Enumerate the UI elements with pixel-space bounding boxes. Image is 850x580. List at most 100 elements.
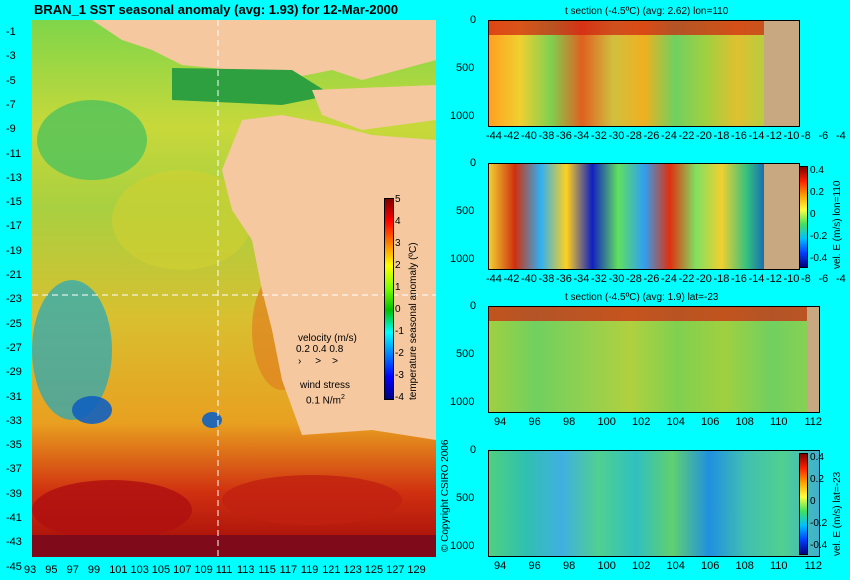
section-colorbar <box>799 453 808 555</box>
section-x-tick: -34 <box>573 130 590 142</box>
section-x-tick: -16 <box>731 273 747 285</box>
lat-tick: -27 <box>6 341 22 354</box>
section-x-tick: -20 <box>696 273 712 285</box>
section-y-tick: 1000 <box>450 253 475 265</box>
lon-tick: 101 <box>109 564 128 576</box>
lon-tick: 127 <box>386 564 405 576</box>
lon-tick: 121 <box>322 564 341 576</box>
lat-tick: -3 <box>6 50 16 63</box>
section-x-tick: -32 <box>591 130 607 142</box>
section-x-tick: -4 <box>836 130 846 142</box>
section-plot <box>488 450 820 557</box>
section-x-tick: -4 <box>836 273 846 285</box>
section-x-tick: -22 <box>678 273 695 285</box>
colorbar-tick: -4 <box>395 392 404 403</box>
lon-tick: 113 <box>237 564 255 576</box>
colorbar-tick: 0 <box>395 304 401 315</box>
section-x-tick: -30 <box>608 130 625 142</box>
section-x-tick: -40 <box>521 130 537 142</box>
section-x-tick: 112 <box>804 416 823 428</box>
section-x-tick: 104 <box>666 560 685 572</box>
wind-stress-label: wind stress <box>300 380 351 391</box>
section-y-tick: 0 <box>470 444 477 456</box>
section-y-tick: 1000 <box>450 396 475 408</box>
lon-tick: 129 <box>407 564 426 576</box>
lon-tick: 109 <box>194 564 213 576</box>
section-title: t section (-4.5ºC) (avg: 1.9) lat=-23 <box>565 292 719 303</box>
lon-tick: 119 <box>300 564 319 576</box>
section-x-tick: 104 <box>666 416 685 428</box>
section-x-tick: -28 <box>626 273 642 285</box>
section-x-tick: -34 <box>573 273 590 285</box>
section-colorbar-tick: 0.2 <box>810 187 824 198</box>
section-x-tick: -12 <box>766 130 782 142</box>
section-x-tick: 94 <box>494 560 507 572</box>
lon-tick: 95 <box>45 564 58 576</box>
lon-tick: 97 <box>66 564 79 576</box>
section-x-tick: -18 <box>713 130 730 142</box>
section-plot <box>488 20 800 127</box>
lat-tick: -9 <box>6 123 16 136</box>
section-x-tick: 106 <box>701 560 720 572</box>
section-x-tick: -10 <box>783 273 800 285</box>
section-colorbar-tick: -0.2 <box>810 518 828 529</box>
section-colorbar-label: vel. E (m/s) lon=110 <box>832 180 843 269</box>
section-x-tick: 106 <box>701 416 720 428</box>
section-colorbar-tick: -0.2 <box>810 231 828 242</box>
lat-tick: -25 <box>6 317 22 330</box>
section-plot <box>488 163 800 270</box>
colorbar-tick: 2 <box>395 260 401 271</box>
section-x-tick: 100 <box>597 416 616 428</box>
section-colorbar-tick: 0 <box>810 496 816 507</box>
section-x-tick: -28 <box>626 130 642 142</box>
land-mask <box>764 164 799 269</box>
lat-tick: -37 <box>6 463 22 476</box>
section-x-tick: 102 <box>632 560 651 572</box>
section-x-tick: -30 <box>608 273 625 285</box>
lat-tick: -45 <box>6 560 22 573</box>
lat-tick: -39 <box>6 487 22 500</box>
section-y-tick: 1000 <box>450 540 475 552</box>
lon-tick: 107 <box>173 564 192 576</box>
section-x-tick: -12 <box>766 273 782 285</box>
section-x-tick: 100 <box>597 560 616 572</box>
section-colorbar-tick: 0.4 <box>810 165 824 176</box>
section-x-tick: -38 <box>538 130 555 142</box>
lat-tick: -41 <box>6 512 22 524</box>
section-x-tick: -10 <box>783 130 800 142</box>
lat-tick: -23 <box>6 293 22 306</box>
section-y-tick: 0 <box>470 14 477 26</box>
section-y-tick: 500 <box>456 492 475 504</box>
section-x-tick: -40 <box>521 273 537 285</box>
lat-tick: -17 <box>6 220 22 233</box>
lon-tick: 99 <box>87 564 101 576</box>
section-x-tick: -36 <box>556 130 572 142</box>
map-colorbar-label: temperature seasonal anomaly (ºC) <box>408 242 419 400</box>
section-x-tick: 94 <box>494 416 507 428</box>
lon-tick: 93 <box>24 564 37 576</box>
section-x-tick: -6 <box>818 273 829 285</box>
lon-tick: 117 <box>279 564 298 576</box>
section-y-tick: 500 <box>456 348 475 360</box>
velocity-label: velocity (m/s) <box>298 333 357 344</box>
section-x-tick: 96 <box>528 560 541 572</box>
section-y-tick: 500 <box>456 62 475 74</box>
lon-tick: 125 <box>364 564 384 576</box>
section-y-tick: 0 <box>470 157 477 169</box>
section-x-tick: 112 <box>804 560 823 572</box>
section-y-tick: 0 <box>470 300 477 312</box>
section-y-tick: 1000 <box>450 110 475 122</box>
lat-tick: -35 <box>6 439 22 452</box>
section-x-tick: -6 <box>818 130 829 142</box>
section-colorbar-tick: 0.2 <box>810 474 824 485</box>
lat-tick: -21 <box>6 269 22 281</box>
lat-tick: -7 <box>6 98 16 111</box>
lon-tick: 123 <box>343 564 362 576</box>
section-x-tick: -26 <box>643 130 660 142</box>
section-colorbar-tick: 0.4 <box>810 452 824 463</box>
velocity-arrows: › > > <box>298 356 339 367</box>
land-mask <box>807 307 819 412</box>
velocity-scale: 0.2 0.4 0.8 <box>296 344 344 355</box>
section-x-tick: -20 <box>696 130 712 142</box>
lat-tick: -1 <box>6 26 16 38</box>
